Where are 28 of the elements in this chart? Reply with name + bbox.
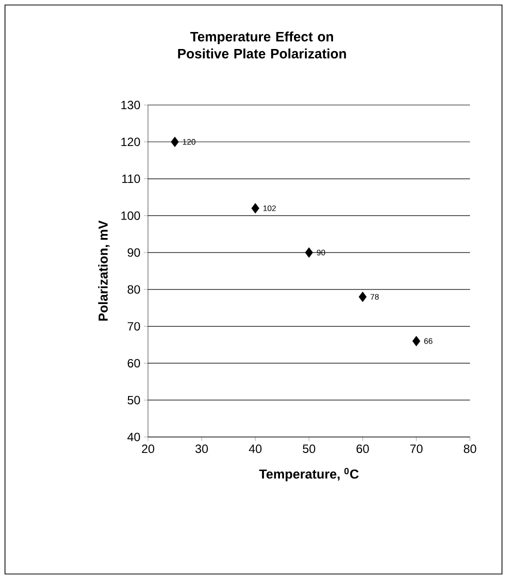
x-tick-label: 80 [464, 444, 476, 454]
y-tick-label: 80 [128, 285, 140, 294]
y-tick-label: 50 [128, 396, 140, 404]
x-tick-label: 60 [356, 444, 369, 454]
chart-title: Temperature Effect on Positive Plate Polarization [178, 32, 346, 58]
x-tick-label: 70 [410, 444, 423, 454]
point [305, 247, 313, 258]
y-tick-label: 130 [121, 100, 140, 110]
y-tick-label: 60 [128, 358, 140, 368]
data-label: 102 [263, 205, 276, 212]
data-label: 66 [424, 338, 432, 344]
x-axis-title: Temperature, $^{0}$C [259, 468, 359, 482]
y-tick-label: 120 [121, 138, 140, 146]
y-tick-label: 100 [121, 211, 140, 220]
x-tick-label: 30 [195, 444, 208, 454]
point [251, 203, 260, 214]
y-axis-title: Polarization, mV [98, 220, 110, 321]
x-tick-label: 40 [248, 444, 262, 454]
y-tick-label: 70 [128, 322, 140, 331]
data-label: 78 [370, 294, 379, 300]
y-tick-label: 110 [122, 174, 140, 184]
point [358, 292, 367, 302]
x-tick-label: 20 [142, 444, 154, 454]
point [412, 336, 420, 346]
y-tick-label: 90 [128, 248, 140, 257]
point [170, 136, 179, 148]
y-tick-label: 40 [127, 432, 140, 442]
x-tick-label: 50 [302, 444, 316, 454]
